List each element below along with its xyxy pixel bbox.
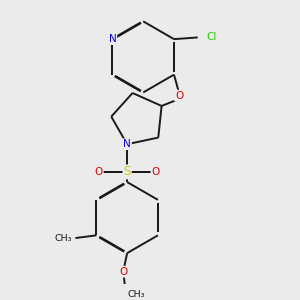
Text: N: N	[109, 34, 116, 44]
Text: Cl: Cl	[206, 32, 217, 42]
Text: S: S	[124, 165, 131, 178]
Text: CH₃: CH₃	[127, 290, 145, 299]
Text: O: O	[175, 91, 183, 100]
Text: O: O	[120, 267, 128, 277]
Text: O: O	[94, 167, 103, 177]
Text: O: O	[152, 167, 160, 177]
Text: CH₃: CH₃	[55, 234, 72, 243]
Text: N: N	[123, 139, 131, 149]
